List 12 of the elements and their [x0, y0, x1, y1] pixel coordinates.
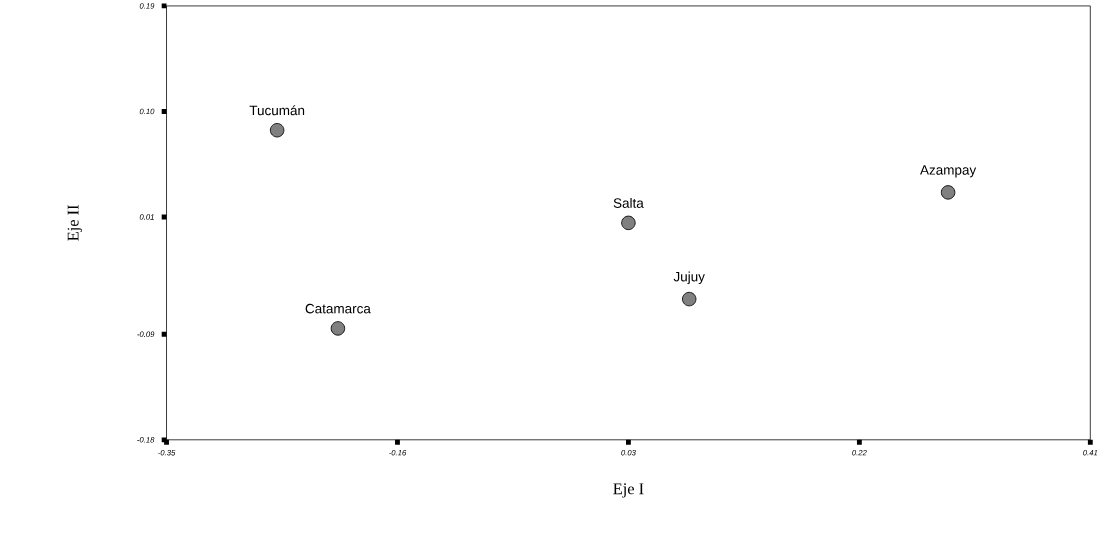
- annotation: Salta: [613, 197, 644, 208]
- annotation: Catamarca: [305, 303, 371, 314]
- x-axis-title: Eje I: [613, 483, 644, 498]
- y-axis-title: Eje II: [67, 204, 82, 241]
- point: [681, 291, 697, 307]
- annotation: Azampay: [920, 165, 977, 178]
- point: [269, 122, 285, 138]
- point: [621, 215, 636, 230]
- annotation: Tucumán: [249, 105, 305, 116]
- point: [330, 321, 346, 336]
- point: [940, 185, 956, 200]
- annotation: Jujuy: [673, 271, 705, 284]
